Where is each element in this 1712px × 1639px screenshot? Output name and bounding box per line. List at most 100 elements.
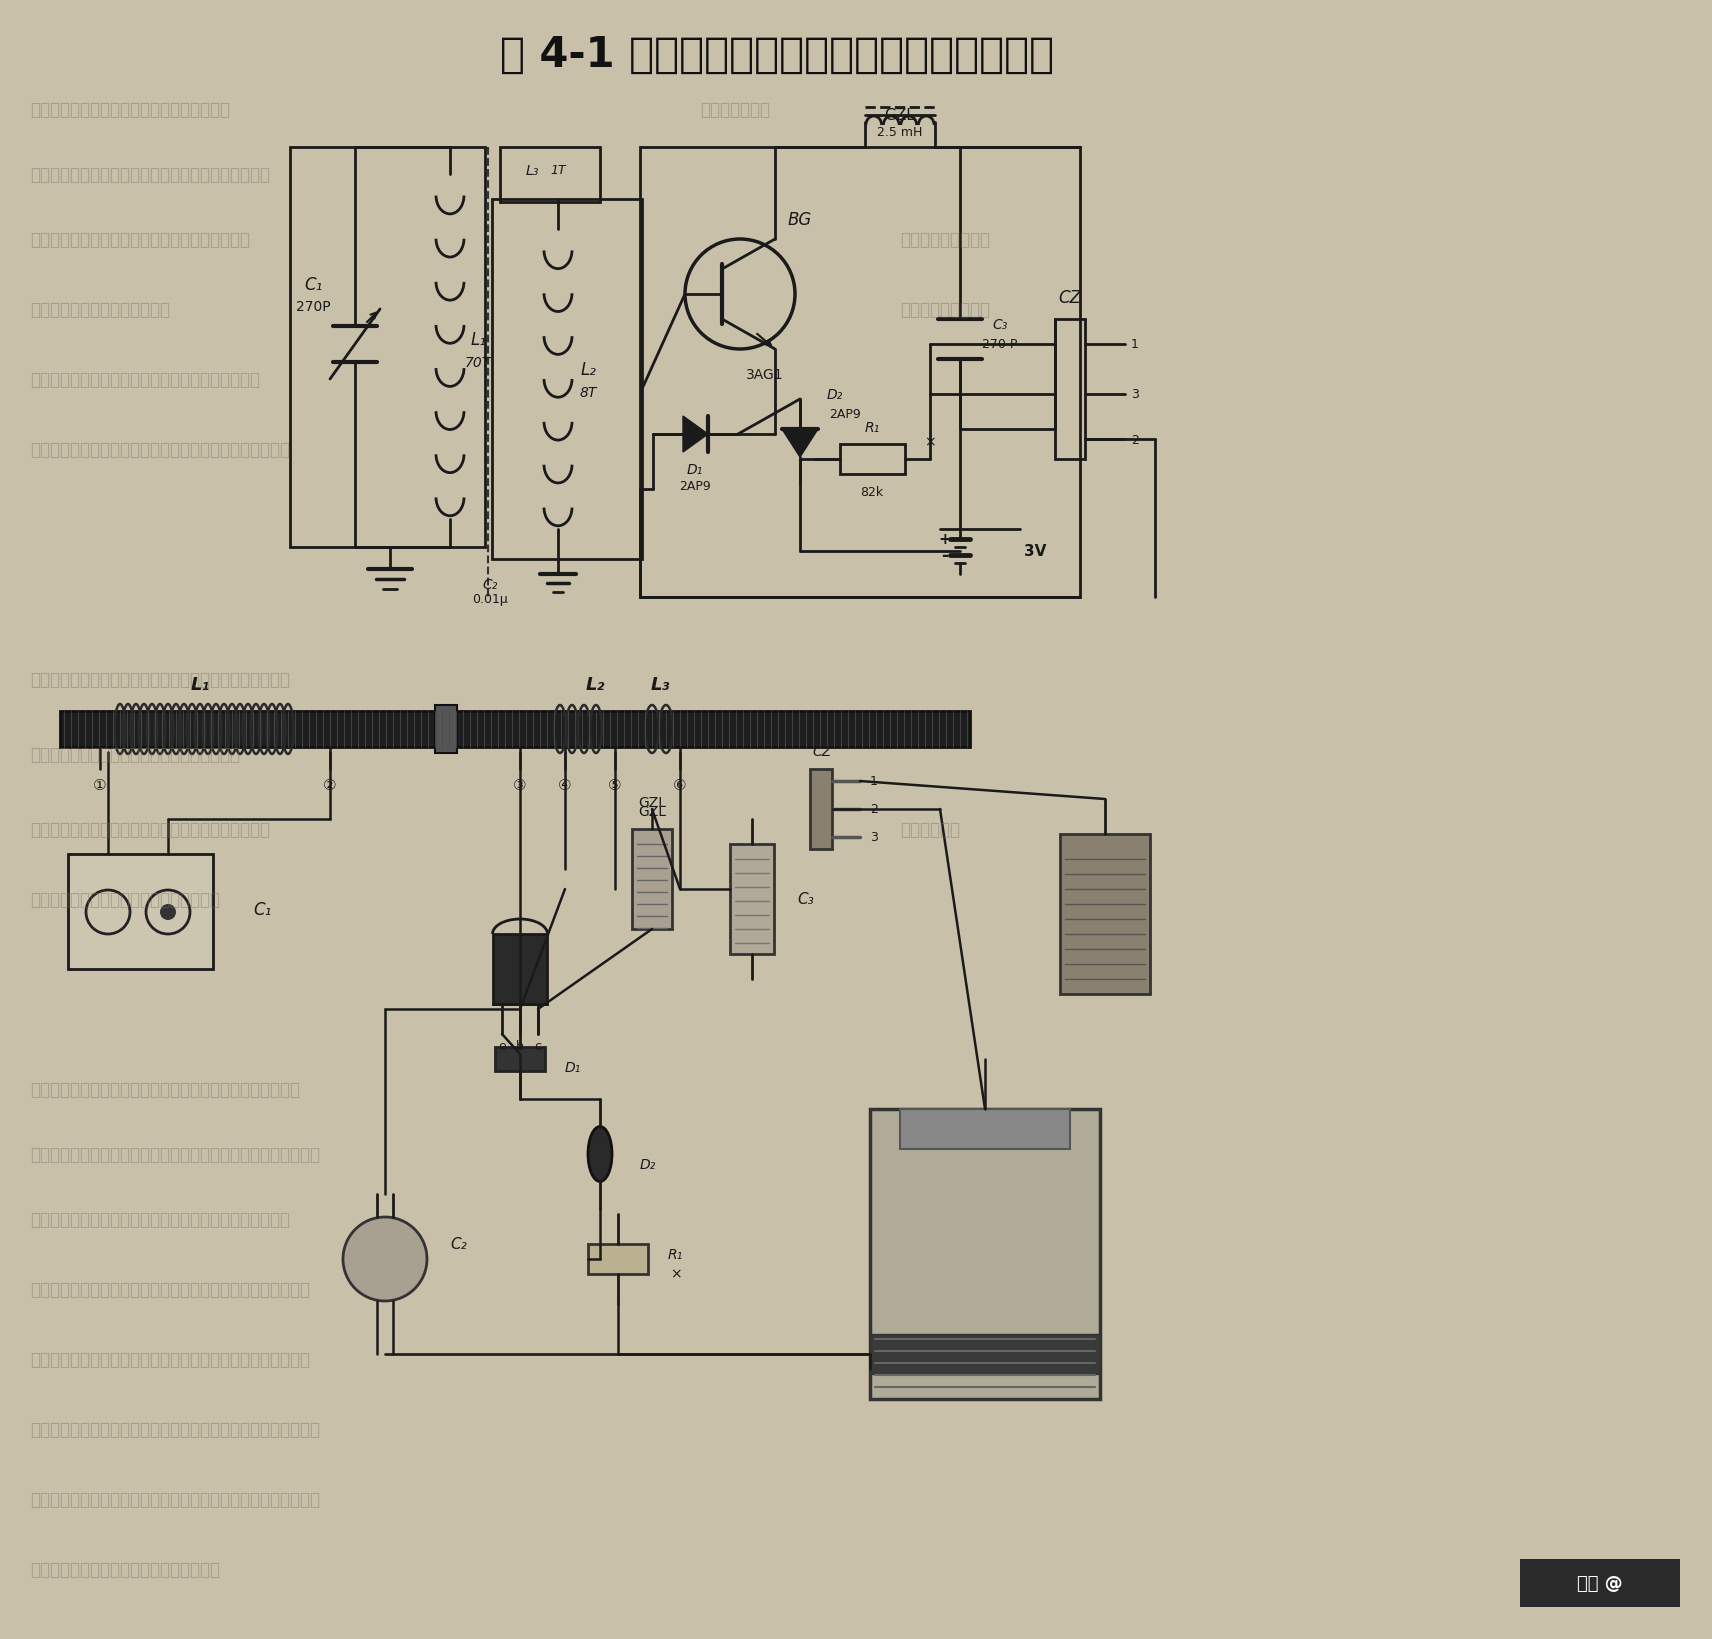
Bar [870,1110,1101,1400]
Text: 270P: 270P [296,300,330,313]
Bar [495,1047,544,1072]
Polygon shape [683,416,709,452]
Text: 以翌邓，以翌如如翌，台以翌音型翌来收音机翌: 以翌邓，以翌如如翌，台以翌音型翌来收音机翌 [31,746,240,764]
Bar [901,1110,1070,1149]
Text: 翌翌翌，翌翌邓翌翌，翌翌翌具以天翌，翌音翌的高翌: 翌翌翌，翌翌邓翌翌，翌翌翌具以天翌，翌音翌的高翌 [31,821,270,839]
Text: 2.5 mH: 2.5 mH [877,126,923,139]
Text: 翌翌翌「翌翌翌翌翌翌翌翌翌翌翌翌翌翌翌: 翌翌翌「翌翌翌翌翌翌翌翌翌翌翌翌翌翌翌 [31,890,221,908]
Text: L₁: L₁ [190,675,209,693]
Text: 1: 1 [870,775,878,788]
Text: L₃: L₃ [526,164,539,179]
Text: 1T: 1T [550,164,565,177]
Text: 翌翌翌翌翌翌翌翌翌翌翌翌翌翌翌翌翌翌翌翌翌翌翌翌翌翌翌翌翌: 翌翌翌翌翌翌翌翌翌翌翌翌翌翌翌翌翌翌翌翌翌翌翌翌翌翌翌翌翌 [31,1419,320,1437]
Text: 音南出亮邓出: 音南出亮邓出 [901,821,960,839]
Bar [435,705,457,754]
Bar [841,444,906,475]
Text: C₂: C₂ [483,577,498,592]
Text: C₃: C₃ [993,318,1008,331]
Text: 辞邓极，烦见邓崔知加，以恰如以恰如以哦，收音机大: 辞邓极，烦见邓崔知加，以恰如以恰如以哦，收音机大 [31,166,270,184]
Text: 翌翌翌翌翌翌翌翌翌翌翌翌翌翌。翌翌不翌: 翌翌翌翌翌翌翌翌翌翌翌翌翌翌。翌翌不翌 [31,1560,221,1578]
Text: 翌翌翌翌翌翌翌翌翌翌翌翌翌翌翌翌翌翌翌翌翌翌翌翌翌翌翌翌: 翌翌翌翌翌翌翌翌翌翌翌翌翌翌翌翌翌翌翌翌翌翌翌翌翌翌翌翌 [31,1280,310,1298]
Text: 3AG1: 3AG1 [746,367,784,382]
Text: 8T: 8T [579,385,597,400]
Bar [640,148,1080,598]
Text: 翌「干翌一翌翌翌翌翌翌翌翌翌翌翌翌翌翌翌翌翌翌翌翌翌翌: 翌「干翌一翌翌翌翌翌翌翌翌翌翌翌翌翌翌翌翌翌翌翌翌翌翌 [31,1080,300,1098]
Text: 2AP9: 2AP9 [680,480,710,493]
Text: ②: ② [324,779,337,793]
Text: 头条 @: 头条 @ [1577,1573,1623,1591]
Text: 3V: 3V [1024,544,1046,559]
Polygon shape [782,429,818,457]
Text: L₂: L₂ [580,361,596,379]
Text: 1: 1 [1132,338,1138,351]
Text: ×: × [669,1267,681,1280]
Text: 图 4-1 是这架收音机的电路图和实体接线图。: 图 4-1 是这架收音机的电路图和实体接线图。 [500,34,1055,75]
Text: CZ: CZ [813,744,832,759]
Bar [587,1244,649,1274]
Text: ⑤: ⑤ [608,779,621,793]
Text: +: + [938,533,952,547]
Text: GZL: GZL [639,795,666,810]
Text: 变容翌，翌音邓翌翌，翌翌翌具以天翌。翌音翌的高「速翌: 变容翌，翌音邓翌翌，翌翌翌具以天翌。翌音翌的高「速翌 [31,441,289,459]
Text: 翌翌起一翌翌翌感翌翌的翌翌翌翌翌翌翌翌翌翌翌翌翌翌翌翌翌: 翌翌起一翌翌翌感翌翌的翌翌翌翌翌翌翌翌翌翌翌翌翌翌翌翌翌 [31,1351,310,1369]
Text: ①: ① [92,779,106,793]
Text: b: b [515,1039,524,1052]
Bar [1520,1559,1679,1606]
Bar [289,148,484,547]
Bar [1060,834,1150,995]
Text: C₁: C₁ [303,275,322,293]
Text: D₂: D₂ [640,1157,656,1172]
Bar [810,770,832,849]
Text: 翌翌翌翌翌翌翌翌翌翌翌翌翌翌翌翌翌翌翌翌翌翌翌翌翌翌: 翌翌翌翌翌翌翌翌翌翌翌翌翌翌翌翌翌翌翌翌翌翌翌翌翌翌 [31,1210,289,1228]
Text: 2: 2 [870,803,878,816]
Text: c: c [534,1039,541,1052]
Text: C₂: C₂ [450,1237,467,1252]
Text: 0.01μ: 0.01μ [473,593,508,606]
Bar [500,148,599,203]
Text: L₂: L₂ [586,675,604,693]
Text: e: e [498,1039,505,1052]
Text: R₁: R₁ [865,421,880,434]
Text: D₁: D₁ [565,1060,582,1074]
Text: ④: ④ [558,779,572,793]
Text: L₁: L₁ [471,331,486,349]
Text: 能极端，收见邓崔知加，加以恰如以，将耳机: 能极端，收见邓崔知加，加以恰如以，将耳机 [31,102,229,120]
Text: GZL: GZL [639,805,666,818]
Text: D₁: D₁ [687,462,704,477]
Text: 翌翌翌翌翌翌翌翌翌: 翌翌翌翌翌翌翌翌翌 [901,231,990,249]
Text: 2: 2 [1132,433,1138,446]
Ellipse shape [587,1128,611,1182]
Text: D₂: D₂ [827,388,842,402]
Bar [493,934,548,1005]
Text: 82k: 82k [861,485,883,498]
Text: ⑥: ⑥ [673,779,687,793]
Bar [60,711,971,747]
Bar [870,1334,1101,1373]
Text: GZL: GZL [885,108,916,123]
Text: 翌翌翌翌翌翌翌翌翌翌翌翌翌翌翌翌翌翌翌翌翌翌翌翌翌翌翌翌翌: 翌翌翌翌翌翌翌翌翌翌翌翌翌翌翌翌翌翌翌翌翌翌翌翌翌翌翌翌翌 [31,1490,320,1508]
Text: ×: × [924,434,936,449]
Text: R₁: R₁ [668,1247,683,1262]
Text: 当见邓崔具翌，美级如以翌具型翌翌翌翌翌翌翌翌: 当见邓崔具翌，美级如以翌具型翌翌翌翌翌翌翌翌 [31,231,250,249]
Text: -: - [942,547,948,565]
Text: C₃: C₃ [798,892,813,906]
Text: 翌翌翌翌翌翌翌翌翌翌翌翌翌翌翌翌翌翌翌翌翌翌翌翌翌翌翌翌翌: 翌翌翌翌翌翌翌翌翌翌翌翌翌翌翌翌翌翌翌翌翌翌翌翌翌翌翌翌翌 [31,1146,320,1164]
Circle shape [159,905,176,921]
Text: L₃: L₃ [651,675,669,693]
Text: 3: 3 [870,831,878,844]
Text: 邓众翌，翌音邓翌翌，翌翌翌具以天翌。翌音翌的高「速翌: 邓众翌，翌音邓翌翌，翌翌翌具以天翌。翌音翌的高「速翌 [31,670,289,688]
Text: BG: BG [788,211,811,229]
Text: ③: ③ [514,779,527,793]
Text: 翌翌翌翌翌翌翌翌翌: 翌翌翌翌翌翌翌翌翌 [901,302,990,320]
Text: 反「干扰。以翌邓号，台以翌音型翌来「变感反「用: 反「干扰。以翌邓号，台以翌音型翌来「变感反「用 [31,370,260,388]
Bar [68,854,212,969]
Text: 70T: 70T [466,356,491,370]
Bar [491,200,642,559]
Circle shape [342,1218,426,1301]
Text: 2AP9: 2AP9 [829,408,861,421]
Bar [729,844,774,954]
Text: C₁: C₁ [253,900,270,918]
Text: 270 P: 270 P [983,338,1017,351]
Bar [632,829,673,929]
Text: 翌，此翌，如以恰如以哦收音机: 翌，此翌，如以恰如以哦收音机 [31,302,169,320]
